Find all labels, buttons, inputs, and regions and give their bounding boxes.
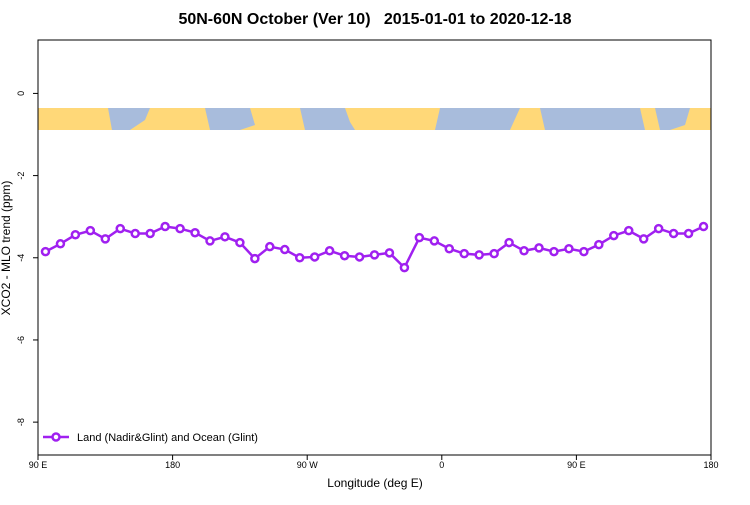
data-point — [414, 232, 425, 243]
y-tick-label: -6 — [16, 336, 26, 344]
data-point — [309, 252, 320, 262]
data-point — [459, 248, 469, 259]
data-point — [623, 225, 634, 236]
data-point — [250, 253, 260, 264]
data-point — [594, 239, 604, 250]
data-point — [354, 252, 365, 262]
data-point — [683, 228, 694, 239]
data-point — [519, 246, 529, 256]
data-point — [504, 237, 514, 248]
data-point — [339, 250, 350, 261]
x-tick-label: 90 E — [29, 460, 48, 470]
y-tick-label: -2 — [16, 172, 26, 180]
data-point — [638, 234, 649, 244]
data-point — [399, 262, 410, 273]
data-point — [489, 248, 499, 259]
data-point — [579, 246, 589, 257]
y-tick-label: -8 — [16, 418, 26, 426]
x-tick-label: 180 — [165, 460, 180, 470]
data-point — [70, 230, 81, 240]
data-point — [55, 239, 66, 249]
data-point — [609, 230, 619, 241]
data-point — [429, 236, 440, 246]
y-axis-label: XCO2 - MLO trend (ppm) — [0, 181, 13, 316]
data-point — [190, 227, 200, 238]
x-tick-label: 180 — [703, 460, 718, 470]
data-point — [369, 250, 380, 260]
x-axis-label: Longitude (deg E) — [327, 476, 422, 490]
data-point — [653, 223, 664, 234]
data-point — [145, 228, 155, 239]
x-tick-label: 0 — [439, 460, 444, 470]
data-point — [130, 228, 140, 239]
data-point — [220, 232, 230, 242]
chart-title: 50N-60N October (Ver 10) 2015-01-01 to 2… — [178, 11, 571, 28]
data-point — [100, 234, 111, 244]
data-point — [668, 228, 679, 239]
data-point — [205, 236, 215, 246]
legend-label: Land (Nadir&Glint) and Ocean (Glint) — [77, 432, 258, 444]
data-point — [549, 246, 559, 257]
data-point — [175, 223, 185, 234]
x-tick-label: 90 W — [297, 460, 319, 470]
data-point — [534, 243, 544, 253]
data-point — [324, 246, 335, 256]
data-point — [384, 248, 395, 258]
data-point — [444, 243, 455, 254]
map-strip — [38, 108, 711, 130]
plot-frame — [37, 39, 712, 456]
data-point — [564, 243, 574, 254]
data-point — [235, 237, 245, 248]
y-tick-label: -4 — [16, 254, 26, 262]
data-point — [85, 225, 96, 236]
legend-marker — [51, 432, 61, 442]
data-point — [698, 221, 709, 232]
data-point — [160, 221, 170, 232]
data-point — [265, 241, 275, 252]
data-point — [474, 250, 484, 260]
data-point — [115, 223, 126, 234]
data-point — [294, 253, 305, 263]
x-tick-label: 90 E — [567, 460, 586, 470]
data-point — [40, 246, 51, 257]
data-point — [280, 244, 290, 255]
y-tick-label: 0 — [16, 91, 26, 96]
